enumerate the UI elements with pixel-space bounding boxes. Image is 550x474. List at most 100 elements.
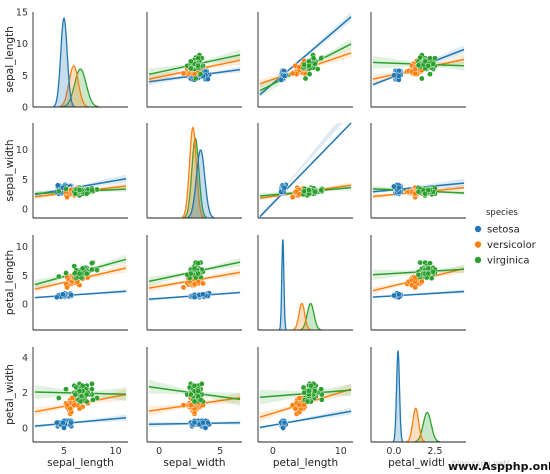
y-tick-label: 4 — [22, 353, 28, 364]
point-virginica — [76, 388, 83, 394]
point-virginica — [306, 187, 312, 193]
point-virginica — [90, 396, 96, 403]
legend-marker-setosa — [474, 225, 482, 233]
kde-line-versicolor — [292, 302, 311, 331]
point-virginica — [304, 398, 311, 405]
point-virginica — [415, 62, 422, 68]
point-setosa — [395, 73, 402, 79]
point-setosa — [202, 425, 209, 431]
point-setosa — [60, 291, 66, 298]
point-virginica — [425, 187, 432, 193]
panel-sepal_length-vs-sepal_length: 0 5 10 15 — [16, 8, 128, 114]
point-setosa — [55, 182, 61, 189]
point-virginica — [318, 386, 324, 393]
y-axis-label-petal_width: petal_width — [4, 364, 16, 425]
point-virginica — [89, 187, 95, 193]
point-virginica — [318, 55, 324, 62]
point-setosa — [191, 294, 198, 301]
point-versicolor — [187, 402, 194, 408]
point-virginica — [63, 270, 69, 276]
point-virginica — [195, 393, 201, 400]
point-virginica — [312, 61, 318, 67]
panel-petal_length-vs-sepal_length: 0 5 10 — [16, 235, 128, 331]
kde-line-setosa — [187, 149, 215, 219]
point-virginica — [417, 54, 423, 61]
point-virginica — [76, 270, 83, 277]
panel-petal_width-vs-petal_length: 0 10 — [257, 347, 353, 457]
point-virginica — [425, 265, 432, 272]
point-setosa — [205, 419, 211, 426]
point-virginica — [56, 188, 62, 195]
point-virginica — [301, 61, 307, 68]
point-virginica — [89, 386, 95, 393]
panel-sepal_length-vs-sepal_width — [146, 12, 242, 108]
point-virginica — [301, 188, 307, 195]
point-virginica — [415, 189, 422, 195]
point-virginica — [312, 189, 318, 195]
point-virginica — [89, 260, 95, 267]
x-axis-label-petal_width: petal_width — [388, 457, 449, 469]
point-versicolor — [200, 280, 206, 287]
panel-petal_length-vs-sepal_width — [146, 235, 242, 331]
point-virginica — [432, 55, 438, 62]
point-virginica — [187, 58, 194, 65]
watermark-faint-text: blog.csdn.net/... — [452, 459, 517, 468]
point-virginica — [79, 265, 86, 272]
point-virginica — [187, 65, 194, 72]
y-tick-label: 5 — [22, 271, 28, 282]
kde-line-virginica — [414, 411, 440, 443]
y-axis-label-sepal_length: sepal_length — [4, 26, 16, 93]
point-virginica — [302, 75, 309, 82]
regression-line-setosa — [259, 410, 352, 429]
x-axis-label-sepal_length: sepal_length — [47, 457, 114, 469]
point-virginica — [425, 63, 432, 69]
point-setosa — [281, 419, 288, 426]
point-versicolor — [296, 395, 303, 401]
point-virginica — [415, 271, 422, 278]
point-virginica — [191, 265, 198, 272]
point-setosa — [395, 291, 402, 298]
point-setosa — [68, 419, 74, 426]
point-setosa — [391, 72, 397, 79]
y-tick-label: 2 — [22, 388, 28, 399]
point-virginica — [427, 260, 433, 267]
point-versicolor — [289, 70, 296, 77]
point-virginica — [425, 270, 432, 277]
point-versicolor — [64, 402, 70, 408]
y-tick-label: 5 — [22, 71, 28, 82]
point-versicolor — [64, 284, 70, 291]
x-axis-label-petal_length: petal_length — [273, 457, 338, 469]
point-virginica — [427, 71, 433, 77]
point-virginica — [427, 55, 433, 62]
point-setosa — [54, 419, 60, 426]
point-virginica — [72, 391, 79, 398]
y-tick-label: 0 — [22, 423, 28, 434]
point-virginica — [197, 71, 204, 77]
watermark-background — [444, 455, 550, 474]
panel-petal_length-vs-petal_length — [257, 235, 353, 331]
legend-label-versicolor: versicolor — [487, 240, 537, 251]
point-setosa — [191, 419, 198, 426]
y-axis-label-sepal_width: sepal_width — [4, 139, 16, 201]
panel-petal_width-vs-sepal_length: 0 2 4 5 10 — [22, 347, 128, 457]
point-virginica — [187, 270, 194, 277]
panel-sepal_width-vs-sepal_length: 0 5 10 — [16, 123, 128, 219]
point-versicolor — [289, 402, 296, 408]
y-tick-label: 10 — [16, 242, 28, 253]
point-setosa — [391, 292, 397, 299]
y-tick-label: 0 — [22, 300, 28, 311]
regression-line-setosa — [372, 290, 465, 298]
point-setosa — [61, 425, 67, 431]
point-virginica — [312, 388, 318, 394]
kde-line-setosa — [278, 239, 287, 330]
point-virginica — [63, 186, 69, 192]
x-tick-label: 0 — [156, 446, 162, 457]
point-virginica — [314, 66, 321, 72]
y-tick-label: 10 — [16, 145, 28, 156]
y-tick-label: 5 — [22, 175, 28, 186]
point-virginica — [430, 61, 437, 67]
point-virginica — [89, 381, 95, 387]
y-tick-label: 0 — [22, 205, 28, 216]
point-virginica — [83, 190, 90, 197]
point-virginica — [94, 267, 100, 273]
